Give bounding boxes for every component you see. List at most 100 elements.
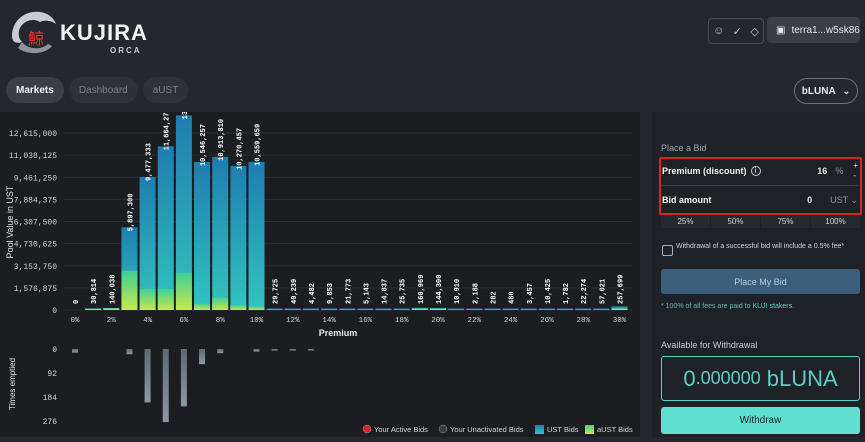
ust-bar[interactable] (357, 308, 374, 311)
kujira-logo[interactable]: 鯨 KUJIRA ORCA (6, 6, 147, 56)
ust-bar[interactable] (212, 156, 229, 310)
ust-bar[interactable] (248, 161, 265, 310)
bid-amount-input[interactable]: 0 (807, 195, 813, 205)
x-tick-label: 26% (540, 317, 554, 325)
percent-25-button[interactable]: 25% (661, 216, 710, 228)
ust-bar[interactable] (194, 162, 211, 310)
ust-bar[interactable] (611, 306, 628, 310)
percent-75-button[interactable]: 75% (761, 216, 810, 228)
tab-aust[interactable]: aUST (142, 77, 189, 103)
nav-tabs: Markets Dashboard aUST (6, 77, 189, 103)
bid-unit-select[interactable]: UST ⌄ (830, 195, 858, 206)
emptied-bar[interactable] (162, 349, 169, 423)
emptied-bar[interactable] (180, 349, 187, 407)
info-icon[interactable]: i (750, 166, 761, 176)
chevron-down-icon: ⌄ (850, 194, 858, 205)
bar-value-label: 10,559,659 (255, 124, 263, 166)
fee-checkbox[interactable] (662, 245, 673, 256)
x-axis-label: Premium (319, 328, 358, 338)
ust-bar[interactable] (520, 308, 537, 311)
ust-bar[interactable] (175, 115, 192, 310)
user-icon[interactable]: ☺ (713, 25, 725, 37)
x-tick-label: 0% (70, 317, 80, 325)
ust-bar[interactable] (484, 308, 501, 311)
x-tick-label: 10% (250, 317, 264, 325)
y-tick-label: 12,615,000 (9, 130, 57, 139)
wallet-button[interactable]: ▣ terra1...w5sk86 (767, 17, 860, 43)
ust-bar[interactable] (575, 308, 592, 311)
withdraw-button[interactable]: Withdraw (661, 407, 860, 434)
kuji-stakers-link[interactable]: KUJI stakers (752, 303, 793, 310)
ust-bar[interactable] (266, 308, 283, 311)
bid-highlight-box (659, 157, 862, 215)
asset-select[interactable]: bLUNA ⌄ (794, 78, 858, 104)
emptied-bar[interactable] (253, 349, 260, 352)
bar-value-label: 282 (490, 291, 498, 304)
bid-amount-field[interactable]: Bid amount 0 UST ⌄ (662, 187, 858, 213)
aust-bar[interactable] (411, 308, 428, 311)
ust-bar[interactable] (593, 308, 610, 311)
ust-bar[interactable] (284, 308, 301, 311)
ust-bar[interactable] (538, 308, 555, 311)
ust-bar[interactable] (302, 308, 319, 311)
ust-bar[interactable] (375, 308, 392, 311)
percent-50-button[interactable]: 50% (711, 216, 760, 228)
bid-amount-label: Bid amount (662, 195, 712, 205)
ust-bar[interactable] (139, 177, 156, 310)
x-tick-label: 20% (431, 317, 445, 325)
premium-input[interactable]: 16 (817, 166, 828, 176)
aust-bar[interactable] (121, 270, 138, 310)
premium-field[interactable]: Premium (discount) i 16 % + - (662, 158, 858, 184)
bar-value-label: 11,664,273 (164, 112, 172, 150)
fee-note-suffix: . (792, 303, 795, 310)
diamond-icon[interactable]: ◇ (750, 25, 759, 38)
increment-button[interactable]: + (853, 161, 858, 170)
place-bid-button[interactable]: Place My Bid (661, 269, 860, 294)
aust-bar[interactable] (139, 288, 156, 310)
ust-bar[interactable] (502, 308, 519, 311)
aust-bar[interactable] (611, 308, 628, 311)
ust-bar[interactable] (339, 308, 356, 311)
ust-bar[interactable] (466, 308, 483, 311)
tab-markets[interactable]: Markets (6, 77, 64, 103)
emptied-bar[interactable] (289, 349, 296, 351)
bar-value-label: 1,782 (563, 283, 571, 304)
asset-select-label: bLUNA (801, 85, 836, 97)
emptied-bar[interactable] (144, 349, 151, 403)
y-tick-label: 3,153,750 (14, 263, 57, 272)
aust-bar[interactable] (175, 272, 192, 310)
x-tick-label: 22% (468, 317, 482, 325)
ust-bar[interactable] (157, 146, 174, 310)
bar-value-label: 9,477,333 (146, 143, 154, 181)
emptied-bar[interactable] (271, 349, 278, 351)
aust-bar[interactable] (248, 306, 265, 310)
emptied-bar[interactable] (307, 349, 314, 351)
ust-bar[interactable] (230, 165, 247, 310)
tab-dashboard[interactable]: Dashboard (68, 77, 138, 103)
emptied-bar[interactable] (199, 349, 206, 365)
emptied-bar[interactable] (72, 349, 78, 353)
decrement-button[interactable]: - (853, 171, 856, 180)
check-circle-icon[interactable]: ✓ (732, 25, 742, 38)
ust-bar[interactable] (393, 308, 410, 311)
aust-bar[interactable] (194, 303, 211, 310)
ust-bar[interactable] (557, 308, 574, 311)
aust-bar[interactable] (157, 288, 174, 310)
percent-100-button[interactable]: 100% (811, 216, 860, 228)
aust-bar[interactable] (212, 297, 229, 310)
aust-bar[interactable] (430, 308, 446, 311)
ust-bar[interactable] (321, 308, 338, 311)
bar-value-label: 30,814 (91, 279, 99, 304)
emptied-bar[interactable] (126, 349, 133, 355)
bar-value-label: 29,725 (273, 279, 281, 304)
legend-label: Your Unactivated Bids (450, 425, 524, 434)
ust-bar[interactable] (448, 308, 465, 311)
emptied-bar[interactable] (217, 349, 224, 354)
aust-bar[interactable] (85, 308, 102, 311)
aust-bar[interactable] (230, 305, 247, 310)
aust-bar[interactable] (103, 308, 120, 310)
amount-dec: .000000 (695, 368, 761, 388)
bar-value-label: 2,188 (472, 283, 480, 304)
legend-label: UST Bids (547, 425, 579, 434)
empty-y-tick-label: 276 (43, 418, 58, 427)
